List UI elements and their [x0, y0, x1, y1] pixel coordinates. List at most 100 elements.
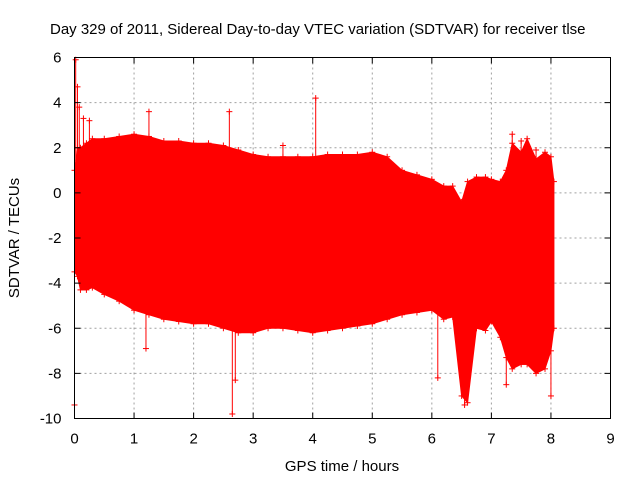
y-tick-labels: -10 -8 -6 -4 -2 0 2 4 6 [40, 50, 62, 428]
x-tick-label: 3 [249, 431, 257, 448]
data-point [220, 142, 227, 149]
data-point [77, 286, 84, 293]
data-point [74, 83, 81, 90]
data-point [413, 309, 420, 316]
data-point [533, 370, 540, 377]
data-point [160, 137, 167, 144]
data-point [369, 149, 376, 156]
data-point [518, 137, 525, 144]
x-tick-labels: 0 1 2 3 4 5 6 7 8 9 [70, 431, 614, 448]
data-point [547, 153, 554, 160]
data-point [434, 374, 441, 381]
data-point [488, 176, 495, 183]
data-point [384, 153, 391, 160]
data-point [235, 329, 242, 336]
data-point [83, 140, 90, 147]
data-point [101, 135, 108, 142]
data-point [205, 320, 212, 327]
y-tick-label: -2 [48, 230, 61, 247]
y-tick-label: 2 [53, 140, 61, 157]
data-point [74, 273, 81, 280]
data-point [160, 316, 167, 323]
data-point [145, 108, 152, 115]
data-point [399, 311, 406, 318]
data-point [89, 135, 96, 142]
y-axis-title: SDTVAR / TECUs [6, 178, 23, 298]
data-point [524, 361, 531, 368]
data-point [473, 325, 480, 332]
data-point [547, 392, 554, 399]
data-series [71, 56, 557, 417]
data-point [324, 327, 331, 334]
data-point [497, 334, 504, 341]
y-tick-label: -4 [48, 275, 61, 292]
x-tick-label: 4 [309, 431, 317, 448]
data-point [428, 307, 435, 314]
data-point [458, 198, 465, 205]
ticks [74, 57, 611, 419]
y-tick-label: 4 [53, 95, 61, 112]
data-point [354, 151, 361, 158]
data-point [83, 286, 90, 293]
data-point [80, 115, 87, 122]
data-point [250, 329, 257, 336]
y-tick-label: 6 [53, 50, 61, 67]
data-point [235, 147, 242, 154]
data-point [250, 151, 257, 158]
x-tick-label: 0 [70, 431, 78, 448]
chart-title: Day 329 of 2011, Sidereal Day-to-day VTE… [50, 21, 586, 38]
x-tick-label: 7 [487, 431, 495, 448]
data-point [312, 95, 319, 102]
data-point [309, 153, 316, 160]
data-point [142, 345, 149, 352]
data-point [190, 140, 197, 147]
data-point [482, 327, 489, 334]
data-point [497, 178, 504, 185]
data-point [294, 153, 301, 160]
data-point [279, 325, 286, 332]
data-point [440, 316, 447, 323]
data-point [440, 183, 447, 190]
data-point [265, 153, 272, 160]
data-point [550, 178, 557, 185]
data-point [229, 410, 236, 417]
data-point [226, 108, 233, 115]
y-tick-label: -8 [48, 365, 61, 382]
x-tick-label: 9 [606, 431, 614, 448]
data-point [309, 329, 316, 336]
data-point [413, 171, 420, 178]
data-point [428, 176, 435, 183]
x-tick-label: 2 [189, 431, 197, 448]
data-point [533, 147, 540, 154]
data-point [86, 117, 93, 124]
data-point [190, 320, 197, 327]
data-point [449, 183, 456, 190]
data-point [518, 361, 525, 368]
data-point [175, 137, 182, 144]
data-point [482, 174, 489, 181]
data-point [89, 284, 96, 291]
x-axis-title: GPS time / hours [285, 458, 399, 475]
data-point [384, 316, 391, 323]
x-tick-label: 1 [130, 431, 138, 448]
data-point [503, 381, 510, 388]
y-tick-label: -10 [40, 411, 62, 428]
data-point [220, 325, 227, 332]
data-point [101, 291, 108, 298]
data-point [473, 174, 480, 181]
data-point [399, 167, 406, 174]
data-point [458, 392, 465, 399]
data-point [488, 318, 495, 325]
data-point [145, 311, 152, 318]
data-point [461, 401, 468, 408]
x-tick-label: 8 [547, 431, 555, 448]
x-tick-label: 6 [428, 431, 436, 448]
data-point [464, 178, 471, 185]
x-tick-label: 5 [368, 431, 376, 448]
data-point [369, 320, 376, 327]
data-point [509, 131, 516, 138]
data-point [76, 104, 83, 111]
data-point [503, 167, 510, 174]
data-point [339, 325, 346, 332]
data-point [116, 298, 123, 305]
